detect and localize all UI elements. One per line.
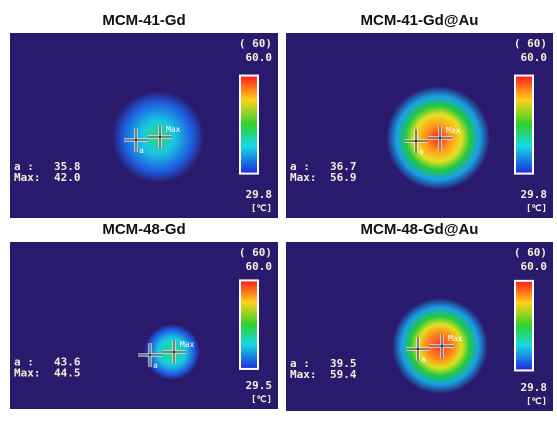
readout-label: Max: <box>290 368 317 381</box>
unit: [℃] <box>251 394 272 405</box>
color-bar <box>240 76 258 174</box>
readout-value: 42.0 <box>54 171 81 184</box>
cursor-label: Max <box>166 125 181 134</box>
timer: ( 60) <box>514 37 547 50</box>
thermal-image <box>10 242 278 409</box>
panel-title: MCM-41-Gd@Au <box>361 12 479 29</box>
scale-min: 29.8 <box>246 188 273 201</box>
cursor-label: Max <box>180 340 195 349</box>
cursor-label: a <box>139 146 144 155</box>
scale-max: 60.0 <box>521 260 548 273</box>
readout-value: 44.5 <box>54 367 81 380</box>
scale-max: 60.0 <box>246 51 273 64</box>
scale-min: 29.8 <box>521 381 548 394</box>
readout-value: 59.4 <box>330 368 357 381</box>
cursor-label: a <box>419 147 424 156</box>
color-bar <box>240 280 258 369</box>
panel-title: MCM-48-Gd@Au <box>361 221 479 238</box>
cursor-label: Max <box>448 334 463 343</box>
figure: MCM-41-GdMaxa( 60)60.029.8[℃]a :35.8Max:… <box>0 0 557 422</box>
readout-label: Max: <box>14 171 41 184</box>
readout-value: 56.9 <box>330 171 357 184</box>
unit: [℃] <box>526 396 547 407</box>
panel-title: MCM-48-Gd <box>102 221 185 238</box>
panel-title: MCM-41-Gd <box>102 12 185 29</box>
scale-min: 29.5 <box>246 379 273 392</box>
color-bar <box>515 76 533 174</box>
unit: [℃] <box>251 203 272 214</box>
scale-max: 60.0 <box>521 51 548 64</box>
unit: [℃] <box>526 203 547 214</box>
cursor-label: a <box>421 355 426 364</box>
timer: ( 60) <box>239 37 272 50</box>
color-bar <box>515 281 533 371</box>
readout-label: Max: <box>14 367 41 380</box>
timer: ( 60) <box>239 246 272 259</box>
timer: ( 60) <box>514 246 547 259</box>
scale-max: 60.0 <box>246 260 273 273</box>
cursor-label: a <box>153 361 158 370</box>
scale-min: 29.8 <box>521 188 548 201</box>
readout-label: Max: <box>290 171 317 184</box>
cursor-label: Max <box>446 126 461 135</box>
